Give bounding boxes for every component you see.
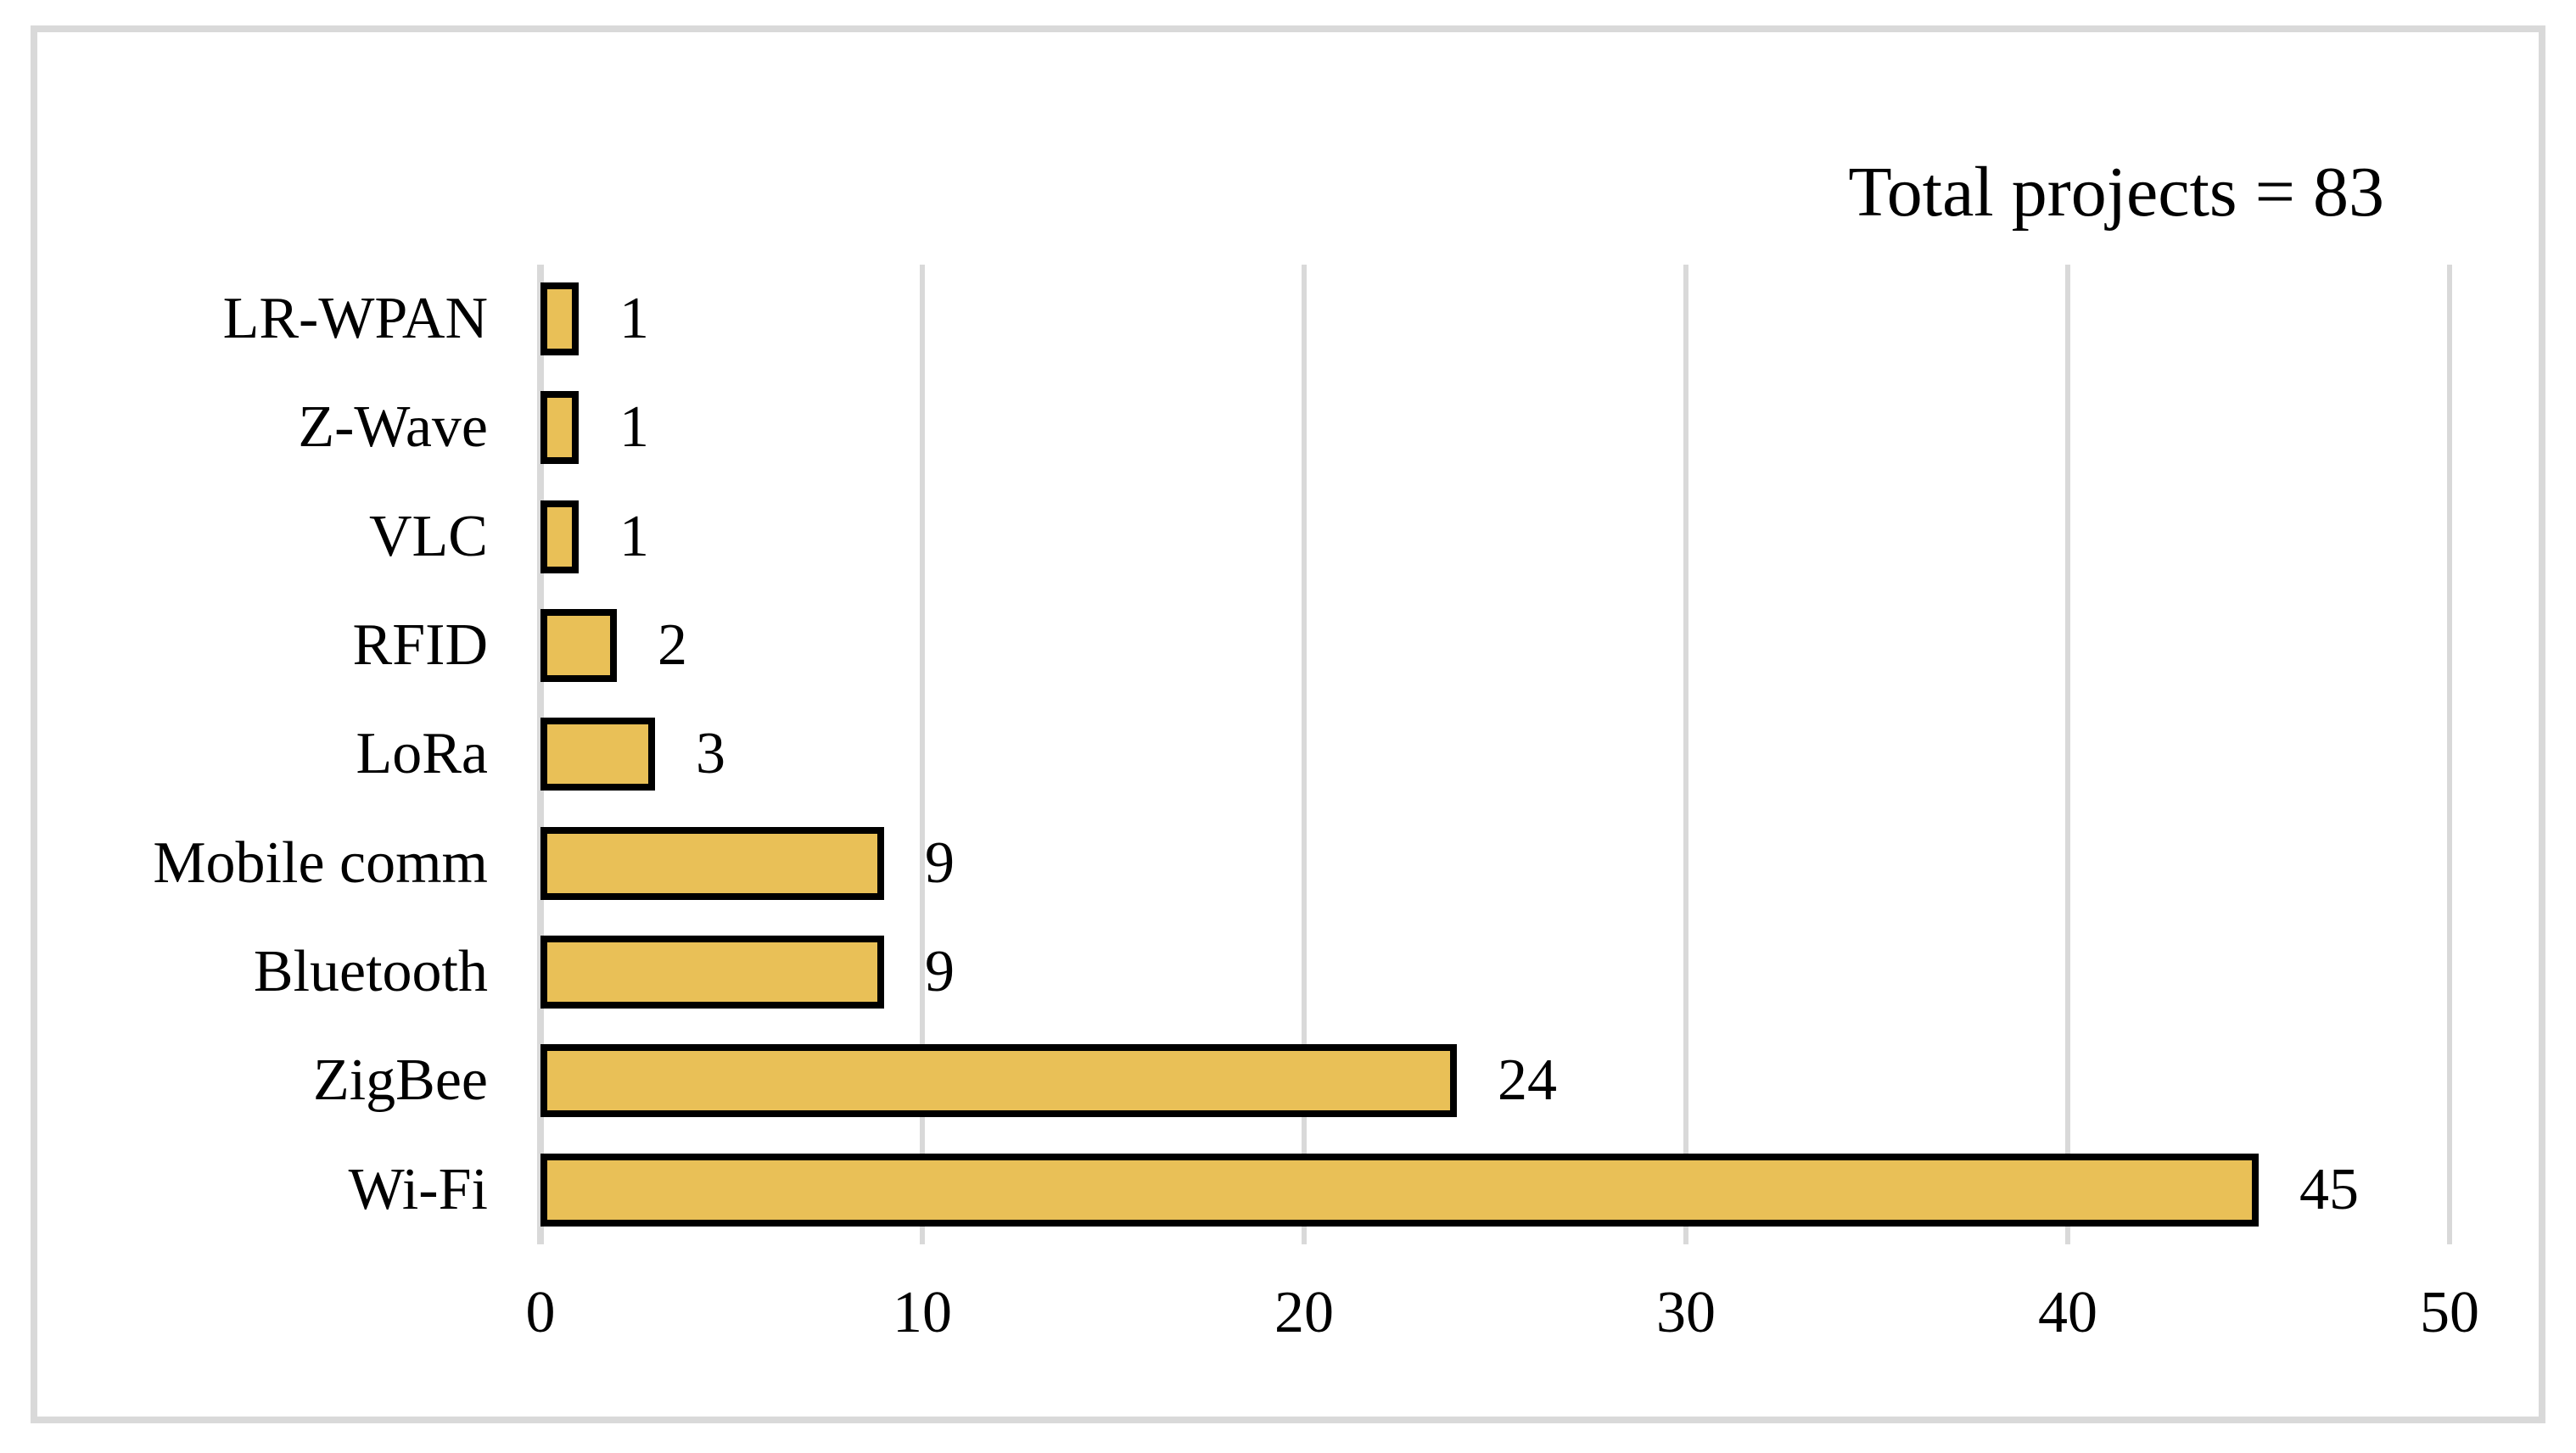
gridline (2447, 265, 2452, 1244)
bar (540, 500, 579, 573)
category-label: RFID (352, 612, 488, 679)
bar (540, 1044, 1457, 1118)
bar-value-label: 2 (658, 612, 687, 679)
bar-row: 1 (540, 373, 2450, 482)
category-label: Mobile comm (153, 830, 488, 896)
bar-value-label: 3 (696, 721, 725, 787)
bar-value-label: 1 (619, 503, 649, 569)
bar-row: 45 (540, 1136, 2450, 1244)
category-label: LR-WPAN (222, 286, 488, 352)
gridline (2065, 265, 2070, 1244)
bar-value-label: 9 (925, 939, 955, 1005)
bar (540, 1153, 2259, 1227)
bar-value-label: 1 (619, 394, 649, 461)
gridline (1302, 265, 1307, 1244)
category-label: Wi-Fi (348, 1156, 488, 1222)
x-tick-label: 20 (1274, 1280, 1334, 1345)
bar (540, 282, 579, 356)
bar-value-label: 45 (2299, 1156, 2359, 1222)
bar-value-label: 1 (619, 286, 649, 352)
bar-value-label: 9 (925, 830, 955, 896)
bar-row: 9 (540, 809, 2450, 918)
bar-row: 24 (540, 1026, 2450, 1135)
gridline (920, 265, 925, 1244)
category-label: Bluetooth (253, 939, 488, 1005)
bar (540, 609, 617, 683)
bar-row: 1 (540, 265, 2450, 373)
plot-area: 1 1 1 2 3 9 9 24 45 (537, 265, 2452, 1244)
category-label: ZigBee (312, 1048, 488, 1114)
x-tick-label: 50 (2420, 1280, 2479, 1345)
x-tick-label: 10 (893, 1280, 952, 1345)
bar-row: 3 (540, 700, 2450, 808)
bar (540, 826, 884, 900)
gridline (1683, 265, 1688, 1244)
bar-row: 2 (540, 591, 2450, 700)
chart-title: Total projects = 83 (1848, 153, 2384, 232)
bar (540, 718, 655, 791)
x-tick-label: 30 (1656, 1280, 1716, 1345)
bar-value-label: 24 (1498, 1048, 1557, 1114)
category-label: LoRa (356, 721, 488, 787)
bar (540, 936, 884, 1009)
x-tick-label: 40 (2038, 1280, 2097, 1345)
bar (540, 391, 579, 465)
category-label: Z-Wave (298, 394, 488, 461)
category-label: VLC (369, 503, 488, 569)
bar-row: 1 (540, 483, 2450, 591)
x-tick-label: 0 (525, 1280, 556, 1345)
bar-row: 9 (540, 918, 2450, 1026)
